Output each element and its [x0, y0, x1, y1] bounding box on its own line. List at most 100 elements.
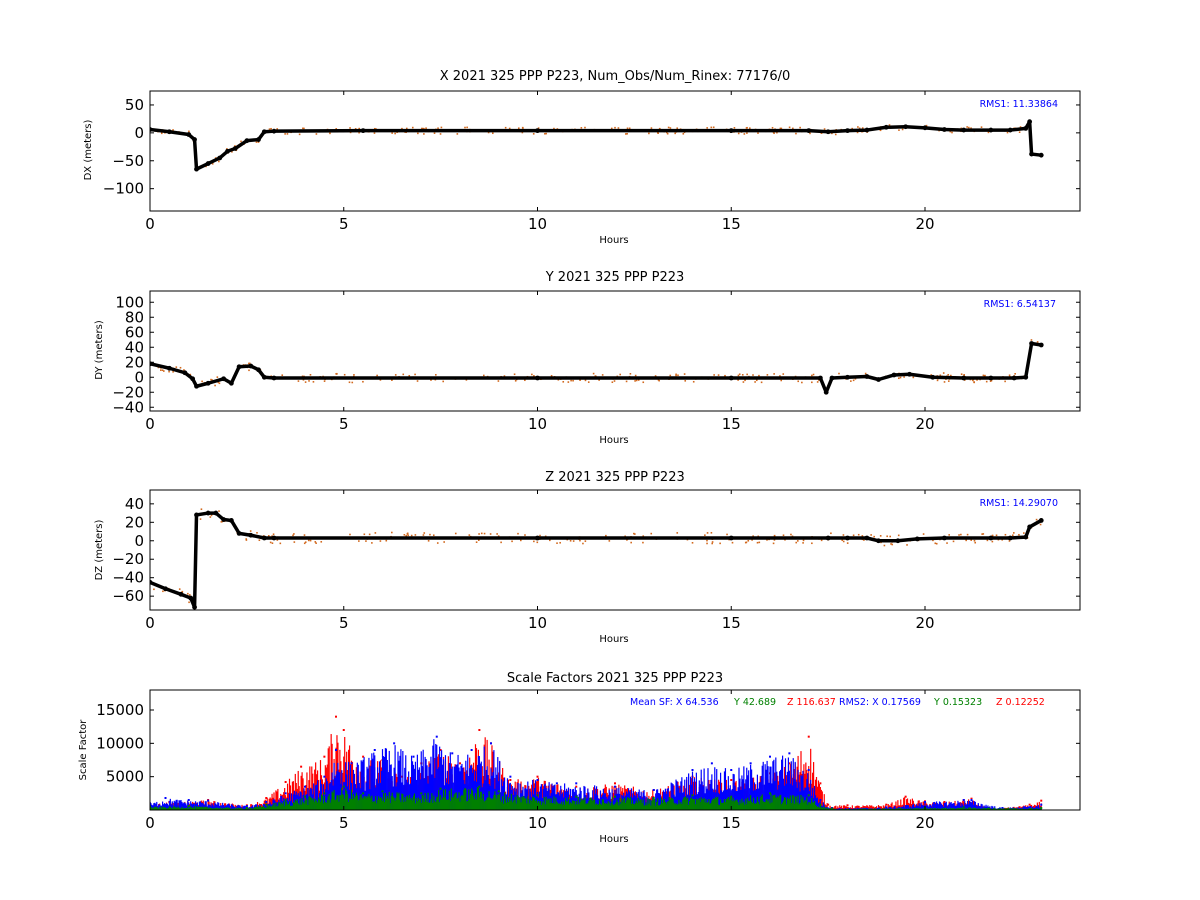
dz-outlier-point: [852, 534, 855, 537]
dz-outlier-point: [304, 541, 307, 543]
dy-series-point: [988, 375, 994, 381]
dx-outlier-point: [898, 129, 900, 131]
dx-outlier-point: [354, 128, 357, 130]
dz-outlier-point: [556, 542, 558, 544]
dx-series-point: [166, 129, 172, 135]
sf-peak-point-z: [265, 797, 268, 799]
sf-peak-point-y: [769, 792, 771, 795]
dz-outlier-point: [374, 532, 377, 534]
sf-peak-point-x: [412, 755, 415, 758]
dx-outlier-point: [706, 127, 708, 129]
dz-outlier-point: [443, 541, 445, 543]
dx-x-tick-label: 10: [528, 215, 547, 233]
dz-outlier-point: [199, 518, 202, 520]
dz-outlier-point: [883, 544, 886, 547]
dx-outlier-point: [1019, 126, 1022, 128]
sf-rms2-y-annotation: Y 0.15323: [933, 697, 982, 708]
sf-peak-point-y: [478, 785, 481, 788]
dy-outlier-point: [692, 380, 695, 383]
sf-peak-point-x: [373, 749, 376, 751]
dx-outlier-point: [521, 131, 524, 134]
sf-peak-point-x: [451, 752, 454, 755]
dy-outlier-point: [217, 381, 220, 384]
dy-outlier-point: [811, 381, 813, 384]
sf-peak-point-y: [304, 795, 306, 798]
dz-series-point: [236, 530, 242, 536]
dz-outlier-point: [706, 539, 708, 542]
dz-outlier-point: [630, 541, 632, 544]
dy-outlier-point: [683, 373, 686, 375]
dx-outlier-point: [439, 133, 442, 135]
dx-outlier-point: [682, 133, 685, 135]
dy-series-point: [864, 374, 870, 379]
dz-series-point: [213, 510, 219, 516]
dx-outlier-point: [776, 131, 778, 134]
dx-outlier-point: [218, 160, 220, 163]
dx-series-point: [806, 128, 812, 134]
dx-outlier-point: [417, 132, 419, 135]
dy-outlier-point: [754, 381, 756, 383]
dy-outlier-point: [936, 379, 939, 382]
dy-outlier-point: [497, 380, 500, 382]
sf-peak-point-y: [323, 792, 326, 795]
dy-outlier-point: [752, 374, 754, 376]
dy-outlier-point: [348, 381, 351, 384]
dy-y-axis-label: DY (meters): [94, 320, 105, 380]
sf-y-tick-label: 15000: [96, 701, 144, 719]
sf-peak-point-y: [819, 803, 822, 806]
sf-x-tick-label: 20: [915, 814, 934, 832]
dy-outlier-point: [323, 380, 326, 382]
dz-outlier-point: [608, 540, 611, 542]
sf-plot-area: 0 5 10 15 20 15000 10000 5000: [96, 689, 1081, 832]
dz-outlier-point: [991, 540, 994, 543]
dz-outlier-point: [293, 533, 295, 535]
dx-data-points: [150, 119, 1044, 172]
dx-outlier-point: [733, 127, 736, 129]
dz-outlier-point: [1001, 538, 1004, 541]
dz-outlier-point: [422, 534, 425, 536]
dz-outlier-point: [517, 532, 519, 535]
dy-outlier-point: [550, 374, 553, 377]
dy-outlier-point: [625, 380, 628, 383]
sf-peak-point-y: [420, 792, 423, 795]
dy-x-tick-label: 5: [339, 415, 349, 433]
dx-outlier-point: [544, 132, 546, 135]
dx-outlier-point: [391, 132, 393, 134]
dx-outlier-point: [284, 133, 286, 135]
sf-peak-point-x: [710, 762, 713, 765]
dx-series-point: [941, 127, 947, 132]
dy-outlier-point: [713, 374, 715, 376]
sf-peak-point-y: [245, 807, 248, 809]
dz-outlier-point: [870, 534, 872, 536]
dx-outlier-point: [757, 132, 759, 134]
dy-outlier-point: [414, 373, 416, 376]
dy-y-tick-label: −40: [112, 398, 144, 416]
dy-outlier-point: [724, 374, 726, 377]
dy-outlier-point: [773, 373, 775, 375]
dy-outlier-point: [634, 374, 637, 377]
sf-data-points: [150, 715, 1043, 810]
dy-outlier-point: [297, 380, 300, 382]
dy-series-point: [829, 375, 835, 381]
dz-outlier-point: [245, 539, 248, 541]
dy-series-point: [1011, 375, 1017, 381]
dz-outlier-point: [519, 539, 522, 542]
dy-series-point: [823, 389, 829, 395]
sf-peak-point-x: [245, 805, 248, 807]
dz-outlier-point: [572, 540, 575, 542]
sf-peak-point-x: [962, 799, 965, 801]
dy-outlier-point: [570, 379, 572, 382]
sf-peak-point-x: [490, 742, 492, 745]
sf-peak-point-x: [323, 775, 326, 778]
dz-data-points: [150, 508, 1044, 610]
sf-peak-point-y: [362, 792, 365, 795]
dz-outlier-point: [218, 510, 220, 512]
dz-outlier-point: [271, 535, 273, 537]
dz-outlier-point: [745, 541, 748, 544]
dx-series-point: [1007, 127, 1013, 133]
dy-outlier-point: [947, 380, 950, 382]
sf-peak-point-z: [342, 729, 345, 731]
dz-outlier-point: [691, 542, 694, 544]
dz-outlier-point: [974, 541, 977, 544]
